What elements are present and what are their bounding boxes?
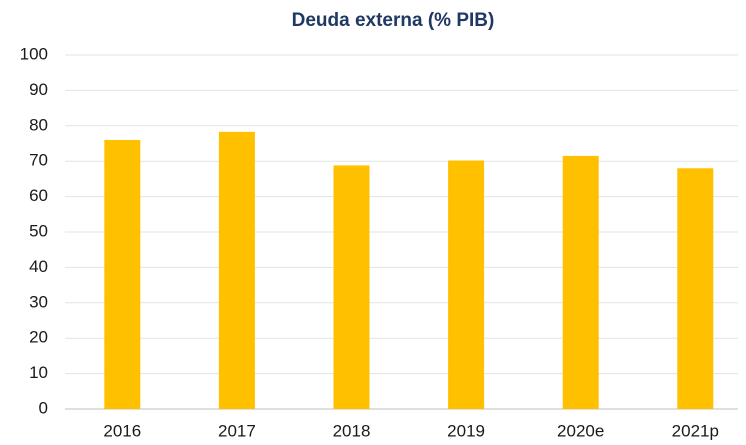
x-tick-label: 2017 (218, 421, 256, 440)
y-tick-label: 90 (29, 80, 48, 99)
x-tick-label: 2020e (557, 421, 604, 440)
y-tick-label: 100 (20, 44, 48, 63)
y-tick-label: 20 (29, 328, 48, 347)
y-tick-label: 10 (29, 363, 48, 382)
y-tick-label: 30 (29, 292, 48, 311)
y-tick-label: 40 (29, 257, 48, 276)
x-tick-label: 2019 (447, 421, 485, 440)
bar (104, 139, 141, 409)
y-tick-label: 50 (29, 221, 48, 240)
y-tick-label: 0 (39, 398, 48, 417)
bar (562, 155, 599, 409)
x-tick-label: 2018 (333, 421, 371, 440)
y-tick-label: 60 (29, 186, 48, 205)
x-tick-label: 2021p (672, 421, 719, 440)
bar (333, 165, 370, 409)
y-tick-label: 70 (29, 151, 48, 170)
bar (677, 168, 714, 409)
bar (218, 131, 255, 409)
y-tick-label: 80 (29, 115, 48, 134)
chart-title: Deuda externa (% PIB) (292, 10, 495, 31)
x-tick-label: 2016 (103, 421, 141, 440)
bar (448, 160, 485, 409)
